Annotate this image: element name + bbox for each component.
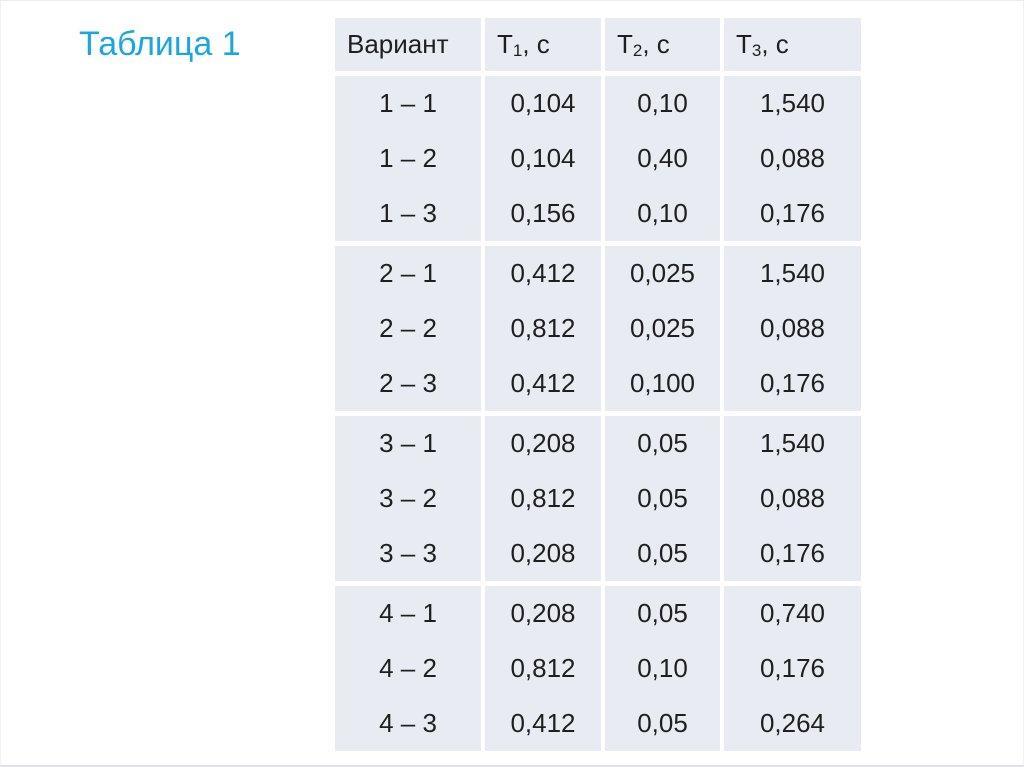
slide-title: Таблица 1 — [79, 25, 241, 63]
variant-cell: 1 – 2 — [335, 131, 481, 186]
table-group-2: 2 – 1 0,412 0,025 1,540 2 – 2 0,812 0,02… — [335, 246, 861, 411]
t3-cell: 0,176 — [724, 186, 861, 241]
header-t1-unit: , с — [522, 29, 550, 59]
t3-cell: 1,540 — [724, 76, 861, 131]
t3-cell: 1,540 — [724, 416, 861, 471]
variant-cell: 1 – 1 — [335, 76, 481, 131]
table-row: 2 – 1 0,412 0,025 1,540 — [335, 246, 861, 301]
header-t2-label: Т — [617, 29, 633, 59]
t1-cell: 0,412 — [485, 356, 601, 411]
t1-cell: 0,208 — [485, 416, 601, 471]
t2-cell: 0,10 — [605, 76, 720, 131]
t3-cell: 0,176 — [724, 356, 861, 411]
t2-cell: 0,40 — [605, 131, 720, 186]
variant-cell: 3 – 2 — [335, 471, 481, 526]
t2-cell: 0,10 — [605, 186, 720, 241]
t2-cell: 0,025 — [605, 246, 720, 301]
variant-cell: 1 – 3 — [335, 186, 481, 241]
t2-cell: 0,05 — [605, 586, 720, 641]
table-row: 3 – 2 0,812 0,05 0,088 — [335, 471, 861, 526]
t3-cell: 0,088 — [724, 131, 861, 186]
table-row: 1 – 2 0,104 0,40 0,088 — [335, 131, 861, 186]
t3-cell: 0,740 — [724, 586, 861, 641]
table-row: 1 – 1 0,104 0,10 1,540 — [335, 76, 861, 131]
variant-cell: 3 – 3 — [335, 526, 481, 581]
t3-cell: 0,088 — [724, 301, 861, 356]
table-group-3: 3 – 1 0,208 0,05 1,540 3 – 2 0,812 0,05 … — [335, 416, 861, 581]
t2-cell: 0,10 — [605, 641, 720, 696]
table-group-4: 4 – 1 0,208 0,05 0,740 4 – 2 0,812 0,10 … — [335, 586, 861, 751]
table-group-1: 1 – 1 0,104 0,10 1,540 1 – 2 0,104 0,40 … — [335, 76, 861, 241]
variant-cell: 2 – 1 — [335, 246, 481, 301]
t2-cell: 0,100 — [605, 356, 720, 411]
variant-cell: 2 – 2 — [335, 301, 481, 356]
header-t2-unit: , с — [642, 29, 670, 59]
variant-cell: 2 – 3 — [335, 356, 481, 411]
t3-cell: 1,540 — [724, 246, 861, 301]
t1-cell: 0,412 — [485, 246, 601, 301]
t2-cell: 0,025 — [605, 301, 720, 356]
t2-cell: 0,05 — [605, 696, 720, 751]
table-row: 3 – 1 0,208 0,05 1,540 — [335, 416, 861, 471]
table-row: 2 – 2 0,812 0,025 0,088 — [335, 301, 861, 356]
t1-cell: 0,208 — [485, 586, 601, 641]
t1-cell: 0,104 — [485, 131, 601, 186]
t2-cell: 0,05 — [605, 526, 720, 581]
table-row: 1 – 3 0,156 0,10 0,176 — [335, 186, 861, 241]
t1-cell: 0,812 — [485, 641, 601, 696]
header-t1-label: Т — [497, 29, 513, 59]
t3-cell: 0,088 — [724, 471, 861, 526]
t1-cell: 0,156 — [485, 186, 601, 241]
t3-cell: 0,176 — [724, 526, 861, 581]
variant-cell: 4 – 3 — [335, 696, 481, 751]
table-row: 2 – 3 0,412 0,100 0,176 — [335, 356, 861, 411]
table-row: 3 – 3 0,208 0,05 0,176 — [335, 526, 861, 581]
t1-cell: 0,812 — [485, 301, 601, 356]
t3-cell: 0,176 — [724, 641, 861, 696]
t1-cell: 0,812 — [485, 471, 601, 526]
table-row: 4 – 3 0,412 0,05 0,264 — [335, 696, 861, 751]
header-t3-unit: , с — [761, 29, 789, 59]
t1-cell: 0,104 — [485, 76, 601, 131]
variant-cell: 4 – 2 — [335, 641, 481, 696]
table-row: 4 – 1 0,208 0,05 0,740 — [335, 586, 861, 641]
header-t3-label: Т — [736, 29, 752, 59]
t2-cell: 0,05 — [605, 471, 720, 526]
variant-cell: 4 – 1 — [335, 586, 481, 641]
t1-cell: 0,208 — [485, 526, 601, 581]
t2-cell: 0,05 — [605, 416, 720, 471]
t3-cell: 0,264 — [724, 696, 861, 751]
variant-cell: 3 – 1 — [335, 416, 481, 471]
table-row: 4 – 2 0,812 0,10 0,176 — [335, 641, 861, 696]
header-variant-label: Вариант — [347, 29, 449, 59]
header-variant: Вариант — [335, 18, 481, 71]
t1-cell: 0,412 — [485, 696, 601, 751]
